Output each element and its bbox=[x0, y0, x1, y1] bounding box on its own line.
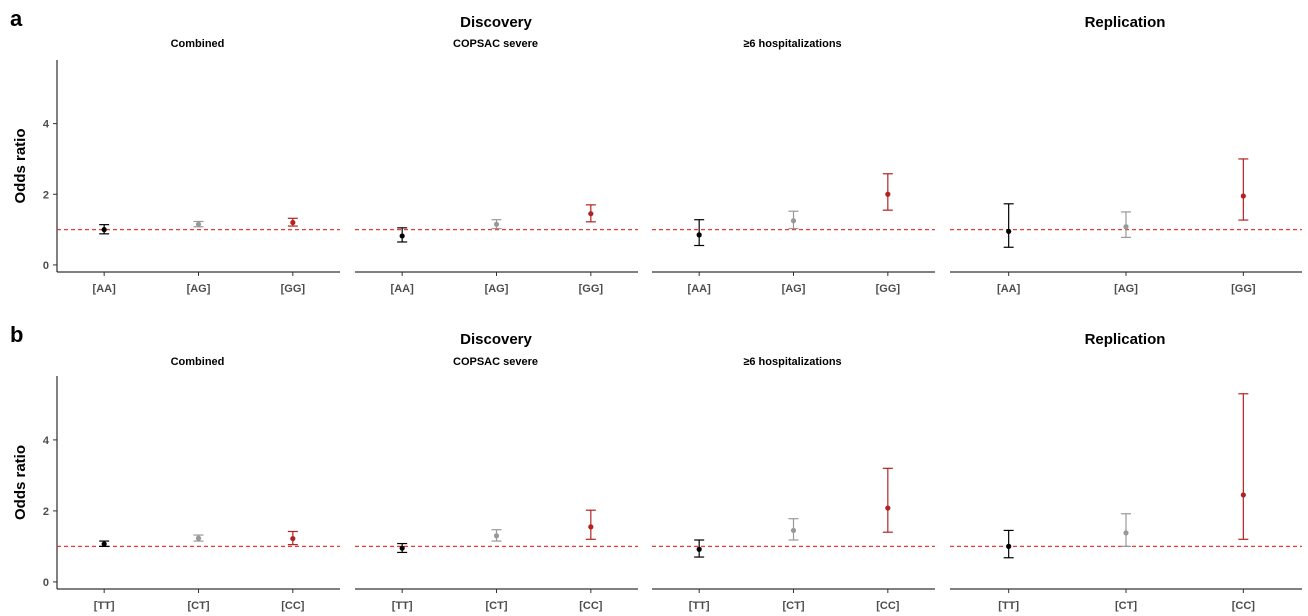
chart-panel-a: a Discovery Replication Odds ratio 0 2 4 Combin… bbox=[10, 6, 1302, 295]
x-tick-label: [GG] bbox=[281, 283, 306, 295]
x-tick-label: [CC] bbox=[1232, 600, 1256, 612]
x-tick-label: [TT] bbox=[689, 600, 710, 612]
odds-ratio-point bbox=[290, 535, 296, 542]
x-tick-label: [AG] bbox=[782, 283, 806, 295]
x-tick-label: [CC] bbox=[579, 600, 603, 612]
odds-ratio-point bbox=[493, 533, 500, 539]
odds-ratio-point bbox=[1123, 224, 1129, 230]
odds-ratio-point bbox=[1123, 530, 1129, 536]
odds-ratio-point bbox=[1240, 193, 1246, 199]
x-tick-label: [CT] bbox=[188, 600, 210, 612]
facet-3: ≥6 hospitalizations [TT] [CT] [CC] bbox=[652, 356, 935, 612]
odds-ratio-point bbox=[195, 535, 202, 541]
x-tick-label: [CC] bbox=[876, 600, 900, 612]
x-tick-label: [AA] bbox=[93, 283, 117, 295]
y-tick-label: 2 bbox=[43, 189, 49, 201]
facet-title: COPSAC severe bbox=[453, 38, 538, 50]
odds-ratio-point bbox=[399, 233, 405, 239]
y-axis-label: Odds ratio bbox=[12, 128, 29, 203]
odds-ratio-point bbox=[290, 219, 296, 226]
x-tick-label: [AA] bbox=[391, 283, 415, 295]
facet-1: Combined [TT] [CT] [CC] bbox=[57, 356, 340, 612]
odds-ratio-point bbox=[588, 524, 594, 530]
odds-ratio-point bbox=[588, 211, 594, 217]
odds-ratio-point bbox=[195, 221, 202, 227]
x-tick-label: [CT] bbox=[783, 600, 805, 612]
odds-ratio-point bbox=[696, 232, 702, 238]
x-tick-label: [AA] bbox=[997, 283, 1021, 295]
x-tick-label: [GG] bbox=[1231, 283, 1256, 295]
facet-3: ≥6 hospitalizations [AA] [AG] [GG] bbox=[652, 38, 935, 295]
group-title: Discovery bbox=[460, 331, 532, 348]
x-tick-label: [AG] bbox=[485, 283, 509, 295]
y-tick-label: 4 bbox=[43, 119, 50, 131]
odds-ratio-point bbox=[696, 546, 702, 552]
group-title: Discovery bbox=[460, 14, 532, 31]
x-tick-label: [TT] bbox=[392, 600, 413, 612]
odds-ratio-point bbox=[790, 218, 797, 224]
x-tick-label: [CT] bbox=[1115, 600, 1137, 612]
facet-title: Combined bbox=[171, 356, 225, 368]
x-tick-label: [AG] bbox=[1114, 283, 1138, 295]
odds-ratio-point bbox=[790, 527, 797, 534]
panel-label: a bbox=[10, 6, 23, 31]
odds-ratio-point bbox=[885, 191, 891, 197]
odds-ratio-point bbox=[1006, 543, 1012, 550]
y-tick-label: 0 bbox=[43, 260, 49, 272]
y-tick-label: 2 bbox=[43, 506, 49, 518]
group-title: Replication bbox=[1085, 14, 1166, 31]
odds-ratio-point bbox=[101, 227, 107, 233]
x-tick-label: [GG] bbox=[579, 283, 604, 295]
x-tick-label: [TT] bbox=[94, 600, 115, 612]
facet-1: Combined [AA] [AG] [GG] bbox=[57, 38, 340, 295]
x-tick-label: [CT] bbox=[486, 600, 508, 612]
chart-panel-b: b Discovery Replication Odds ratio 0 2 4 Combin… bbox=[10, 322, 1302, 612]
odds-ratio-point bbox=[885, 505, 891, 511]
y-tick-label: 4 bbox=[43, 435, 50, 447]
x-tick-label: [CC] bbox=[281, 600, 305, 612]
odds-ratio-point bbox=[1240, 492, 1246, 498]
odds-ratio-point bbox=[493, 221, 500, 227]
x-tick-label: [AA] bbox=[688, 283, 712, 295]
facet-4: [AA] [AG] [GG] bbox=[950, 158, 1302, 295]
facet-title: ≥6 hospitalizations bbox=[743, 38, 841, 50]
x-tick-label: [TT] bbox=[998, 600, 1019, 612]
odds-ratio-point bbox=[101, 541, 107, 547]
facet-2: COPSAC severe [TT] [CT] [CC] bbox=[355, 356, 638, 612]
facet-title: Combined bbox=[171, 38, 225, 50]
facet-2: COPSAC severe [AA] [AG] [GG] bbox=[355, 38, 638, 295]
facet-title: COPSAC severe bbox=[453, 356, 538, 368]
facet-4: [TT] [CT] [CC] bbox=[950, 393, 1302, 612]
y-axis-label: Odds ratio bbox=[12, 445, 29, 520]
odds-ratio-point bbox=[399, 545, 405, 551]
group-title: Replication bbox=[1085, 331, 1166, 348]
odds-ratio-point bbox=[1006, 228, 1012, 234]
facet-title: ≥6 hospitalizations bbox=[743, 356, 841, 368]
x-tick-label: [AG] bbox=[187, 283, 211, 295]
x-tick-label: [GG] bbox=[876, 283, 901, 295]
y-tick-label: 0 bbox=[43, 577, 49, 589]
panel-label: b bbox=[10, 322, 23, 347]
